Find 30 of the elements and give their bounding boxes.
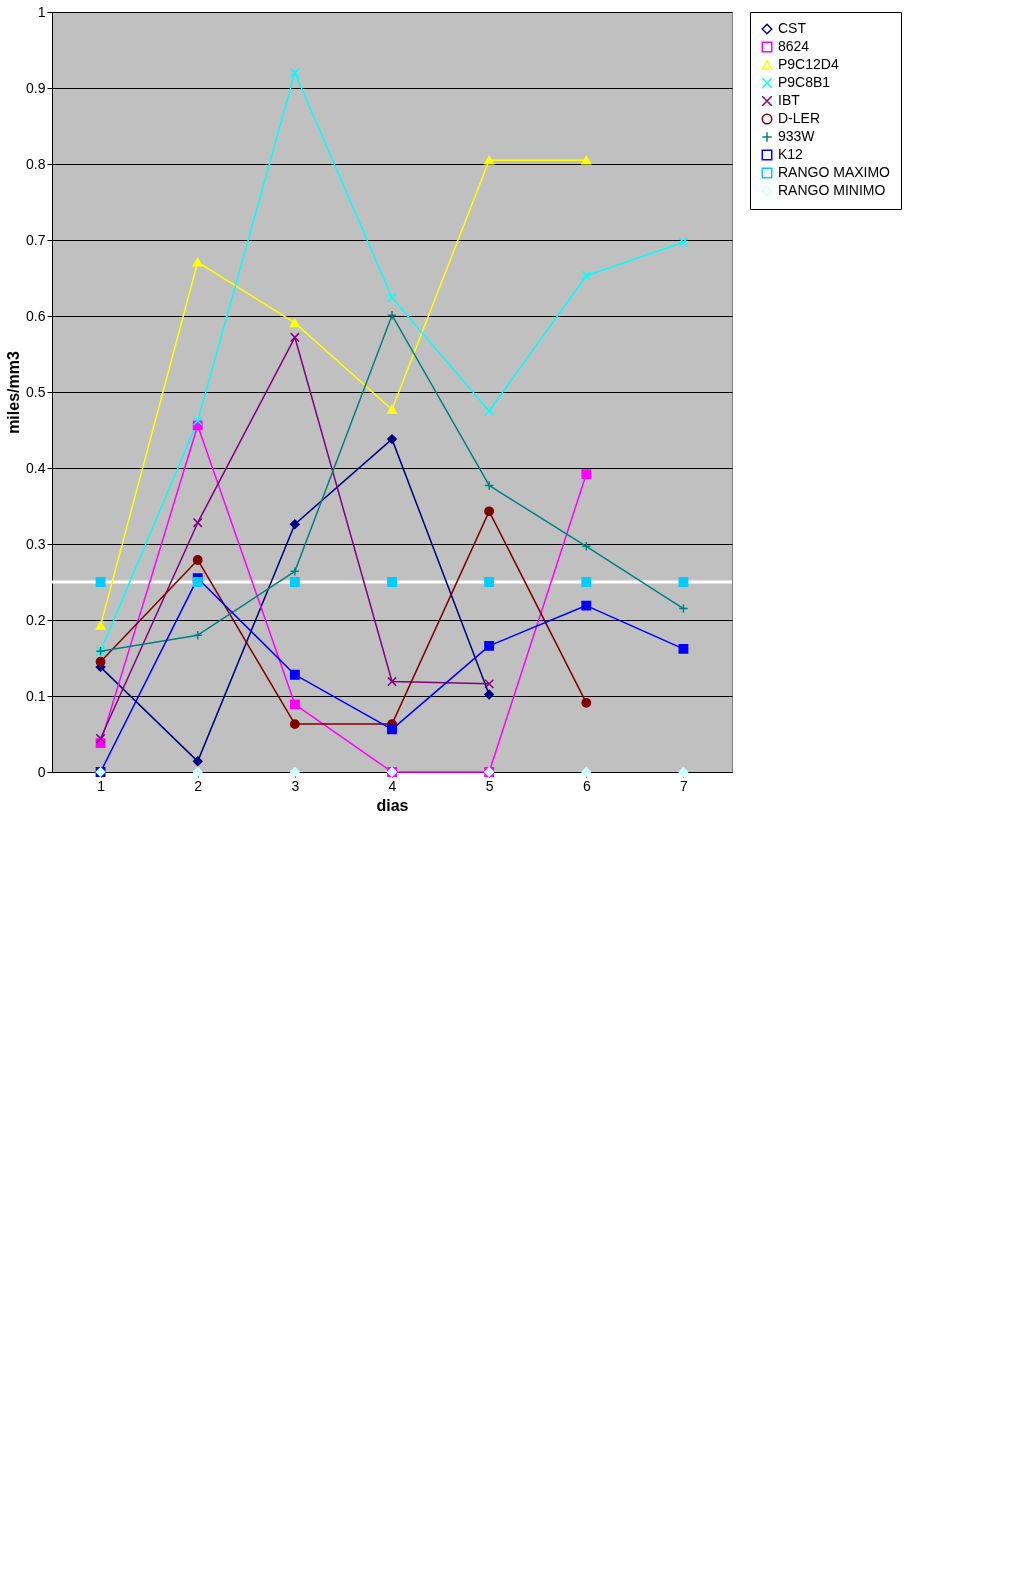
legend-label: RANGO MINIMO xyxy=(778,182,886,198)
y-tick-label: 0.5 xyxy=(26,383,46,400)
legend-label: IBT xyxy=(778,92,801,108)
y-tick-label: 1 xyxy=(37,3,46,20)
legend-label: P9C12D4 xyxy=(778,56,839,72)
legend-label: P9C8B1 xyxy=(778,74,831,90)
y-tick-label: 0.1 xyxy=(26,687,46,704)
y-axis-title: miles/mm3 xyxy=(5,351,23,434)
y-tick-label: 0.4 xyxy=(26,459,46,476)
y-tick-label: 0.7 xyxy=(26,231,46,248)
y-tick-label: 0.3 xyxy=(26,535,46,552)
legend-label: 8624 xyxy=(778,38,810,54)
legend-label: CST xyxy=(778,20,807,36)
y-tick-label: 0.9 xyxy=(26,79,46,96)
x-tick-label: 4 xyxy=(388,777,397,794)
x-tick-label: 6 xyxy=(582,777,591,794)
x-axis-title: dias xyxy=(376,796,409,814)
legend-label: D-LER xyxy=(778,110,821,126)
x-tick-label: 7 xyxy=(680,777,689,794)
x-tick-label: 1 xyxy=(97,777,106,794)
legend-label: 933W xyxy=(778,128,816,144)
x-tick-label: 5 xyxy=(485,777,494,794)
x-tick-label: 3 xyxy=(291,777,300,794)
y-tick-label: 0.2 xyxy=(26,611,46,628)
legend-label: K12 xyxy=(778,146,804,162)
x-tick-label: 2 xyxy=(194,777,203,794)
y-tick-label: 0.8 xyxy=(26,155,46,172)
y-tick-label: 0.6 xyxy=(26,307,46,324)
y-tick-label: 0 xyxy=(37,763,46,780)
legend-label: RANGO MAXIMO xyxy=(778,164,891,180)
